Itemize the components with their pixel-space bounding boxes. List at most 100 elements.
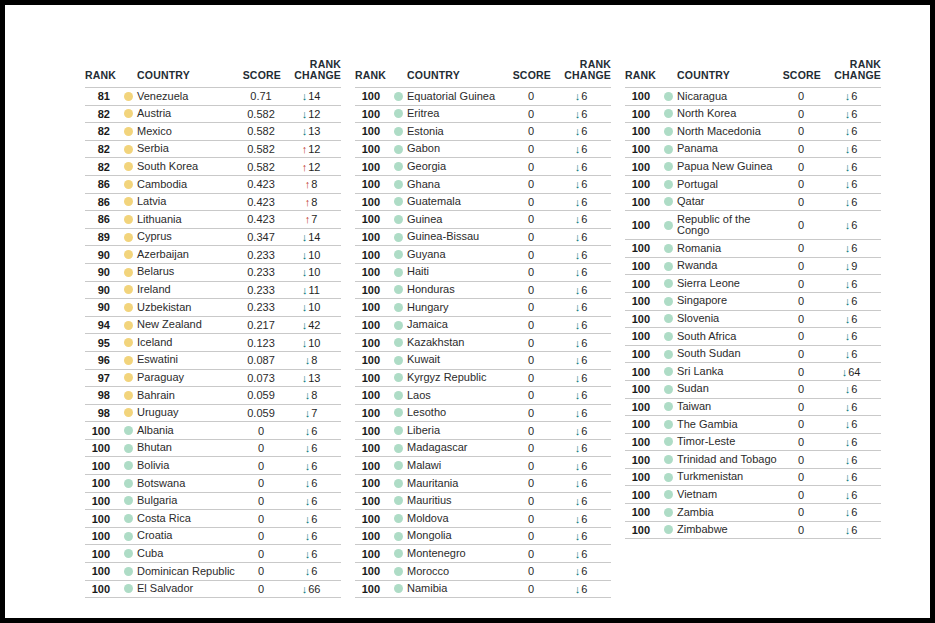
country-name: Guyana (407, 249, 511, 261)
rank-change: ↓6 (281, 425, 341, 437)
rank-change-value: 8 (311, 389, 317, 401)
table-row: 100Portugal0↓6 (625, 176, 881, 194)
arrow-down-icon: ↓ (305, 495, 311, 507)
score-value: 0 (511, 565, 551, 577)
table-row: 100Morocco0↓6 (355, 563, 611, 581)
table-row: 100Botswana0↓6 (85, 475, 341, 493)
teal-dot-icon (124, 532, 133, 541)
rank-value: 100 (355, 249, 389, 261)
table-row: 86Latvia0.423↑8 (85, 194, 341, 212)
teal-dot-icon (124, 444, 133, 453)
table-row: 100Romania0↓6 (625, 240, 881, 258)
score-value: 0 (511, 530, 551, 542)
arrow-down-icon: ↓ (575, 196, 581, 208)
rank-change: ↓6 (821, 401, 881, 413)
score-value: 0 (511, 389, 551, 401)
score-value: 0.233 (241, 284, 281, 296)
country-name: Paraguay (137, 372, 241, 384)
rank-value: 86 (85, 178, 119, 190)
rank-change: ↓6 (821, 90, 881, 102)
dot-cell (389, 391, 407, 400)
country-name: Costa Rica (137, 513, 241, 525)
dot-cell (119, 426, 137, 435)
country-name: Turkmenistan (677, 471, 781, 483)
teal-dot-icon (394, 145, 403, 154)
table-row: 100Sri Lanka0↓64 (625, 363, 881, 381)
rank-change-value: 6 (311, 513, 317, 525)
country-name: Dominican Republic (137, 566, 241, 578)
country-name: South Korea (137, 161, 241, 173)
rank-change: ↓6 (551, 178, 611, 190)
score-value: 0 (781, 278, 821, 290)
dot-cell (389, 549, 407, 558)
rank-value: 100 (625, 524, 659, 536)
rank-change-value: 42 (308, 319, 320, 331)
rank-change: ↓6 (551, 249, 611, 261)
rank-change: ↓6 (281, 530, 341, 542)
rank-value: 96 (85, 354, 119, 366)
rank-change-value: 12 (308, 143, 320, 155)
score-value: 0 (781, 506, 821, 518)
rank-value: 90 (85, 301, 119, 313)
rank-change-value: 7 (311, 213, 317, 225)
arrow-down-icon: ↓ (302, 372, 308, 384)
country-name: Equatorial Guinea (407, 91, 511, 103)
score-value: 0 (511, 266, 551, 278)
table-row: 100Qatar0↓6 (625, 194, 881, 212)
table-row: 86Cambodia0.423↑8 (85, 176, 341, 194)
table-row: 100South Sudan0↓6 (625, 346, 881, 364)
dot-cell (119, 250, 137, 259)
table-row: 100Liberia0↓6 (355, 422, 611, 440)
country-name: Sudan (677, 383, 781, 395)
rank-change: ↓6 (551, 548, 611, 560)
rank-value: 100 (355, 372, 389, 384)
rank-change: ↓6 (551, 354, 611, 366)
table-row: 86Lithuania0.423↑7 (85, 211, 341, 229)
rank-change-value: 14 (308, 90, 320, 102)
rank-change-value: 6 (581, 407, 587, 419)
dot-cell (659, 490, 677, 499)
score-value: 0 (511, 354, 551, 366)
country-name: The Gambia (677, 419, 781, 431)
rank-value: 100 (355, 583, 389, 595)
country-name: Georgia (407, 161, 511, 173)
dot-cell (659, 197, 677, 206)
score-value: 0 (241, 530, 281, 542)
rank-value: 100 (625, 506, 659, 518)
rank-change-value: 6 (851, 348, 857, 360)
arrow-down-icon: ↓ (845, 196, 851, 208)
dot-cell (389, 250, 407, 259)
score-value: 0 (511, 213, 551, 225)
country-name: Haiti (407, 266, 511, 278)
score-value: 0 (511, 477, 551, 489)
rank-change-value: 6 (581, 266, 587, 278)
arrow-down-icon: ↓ (845, 348, 851, 360)
rank-value: 100 (355, 337, 389, 349)
rank-change-value: 6 (851, 108, 857, 120)
rank-change-value: 6 (851, 330, 857, 342)
rank-change: ↓10 (281, 249, 341, 261)
teal-dot-icon (394, 180, 403, 189)
header-rank: RANK (85, 70, 119, 81)
rank-change-value: 6 (581, 125, 587, 137)
table-row: 100North Korea0↓6 (625, 106, 881, 124)
dot-cell (389, 162, 407, 171)
country-name: Portugal (677, 179, 781, 191)
teal-dot-icon (664, 262, 673, 271)
rank-value: 89 (85, 231, 119, 243)
arrow-down-icon: ↓ (845, 178, 851, 190)
rank-change: ↓6 (821, 454, 881, 466)
table-row: 100Jamaica0↓6 (355, 317, 611, 335)
dot-cell (389, 461, 407, 470)
rank-value: 100 (625, 278, 659, 290)
teal-dot-icon (664, 162, 673, 171)
score-value: 0 (781, 471, 821, 483)
table-body: 81Venezuela0.71↓1482Austria0.582↓1282Mex… (85, 87, 341, 598)
rank-value: 100 (355, 178, 389, 190)
score-value: 0 (781, 161, 821, 173)
rank-change-value: 6 (581, 161, 587, 173)
arrow-down-icon: ↓ (845, 454, 851, 466)
table-row: 100Singapore0↓6 (625, 293, 881, 311)
country-name: Bhutan (137, 442, 241, 454)
yellow-dot-icon (124, 303, 133, 312)
